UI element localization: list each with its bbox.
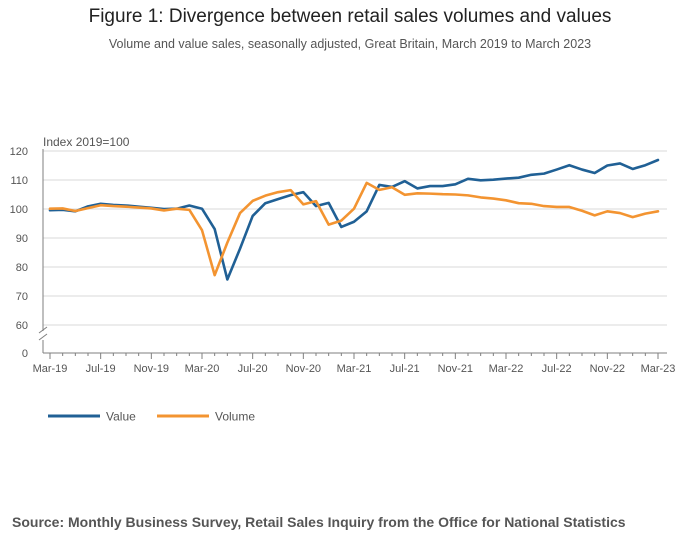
series-lines: [48, 158, 660, 281]
axes: 0 60 70 80 90 100 110 120 Mar-19 Jul-19 Nov-19 Mar-…: [10, 146, 676, 375]
x-tick-label-Nov-22: Nov-22: [590, 363, 625, 375]
legend: Value Volume: [48, 410, 255, 424]
y-tick-label-90: 90: [16, 233, 28, 245]
axis-break-mark-1: [38, 326, 48, 334]
x-tick-label-Nov-19: Nov-19: [134, 363, 169, 375]
gridlines: [43, 150, 667, 326]
x-tick-label-Mar-21: Mar-21: [337, 363, 372, 375]
x-tick-label-Nov-21: Nov-21: [438, 363, 473, 375]
y-tick-label-110: 110: [10, 175, 28, 187]
y-tick-label-70: 70: [16, 291, 28, 303]
x-tick-label-Nov-20: Nov-20: [286, 363, 321, 375]
x-tick-label-Mar-22: Mar-22: [489, 363, 524, 375]
x-tick-label-Mar-20: Mar-20: [185, 363, 220, 375]
x-tick-label-Mar-23: Mar-23: [641, 363, 676, 375]
chart-subtitle: Volume and value sales, seasonally adjus…: [108, 37, 592, 51]
y-axis-label: Index 2019=100: [43, 135, 130, 149]
y-tick-label-100: 100: [10, 204, 28, 216]
x-tick-label-Jul-19: Jul-19: [86, 363, 116, 375]
x-tick-label-Mar-19: Mar-19: [33, 363, 68, 375]
y-tick-label-0: 0: [22, 348, 28, 360]
x-tick-label-Jul-22: Jul-22: [542, 363, 572, 375]
series-line-volume: [48, 181, 660, 277]
y-tick-label-60: 60: [16, 320, 28, 332]
legend-label-value: Value: [106, 410, 136, 424]
chart-title: Figure 1: Divergence between retail sale…: [88, 6, 612, 27]
x-tick-label-Jul-21: Jul-21: [390, 363, 420, 375]
y-tick-label-120: 120: [10, 146, 28, 158]
line-chart: 0 60 70 80 90 100 110 120 Mar-19 Jul-19 Nov-19 Mar-…: [10, 135, 676, 424]
legend-label-volume: Volume: [215, 410, 255, 424]
source-note: Source: Monthly Business Survey, Retail …: [12, 514, 626, 530]
x-tick-label-Jul-20: Jul-20: [238, 363, 268, 375]
y-tick-label-80: 80: [16, 262, 28, 274]
series-line-value: [48, 158, 660, 281]
axis-break-mark-2: [38, 333, 48, 341]
